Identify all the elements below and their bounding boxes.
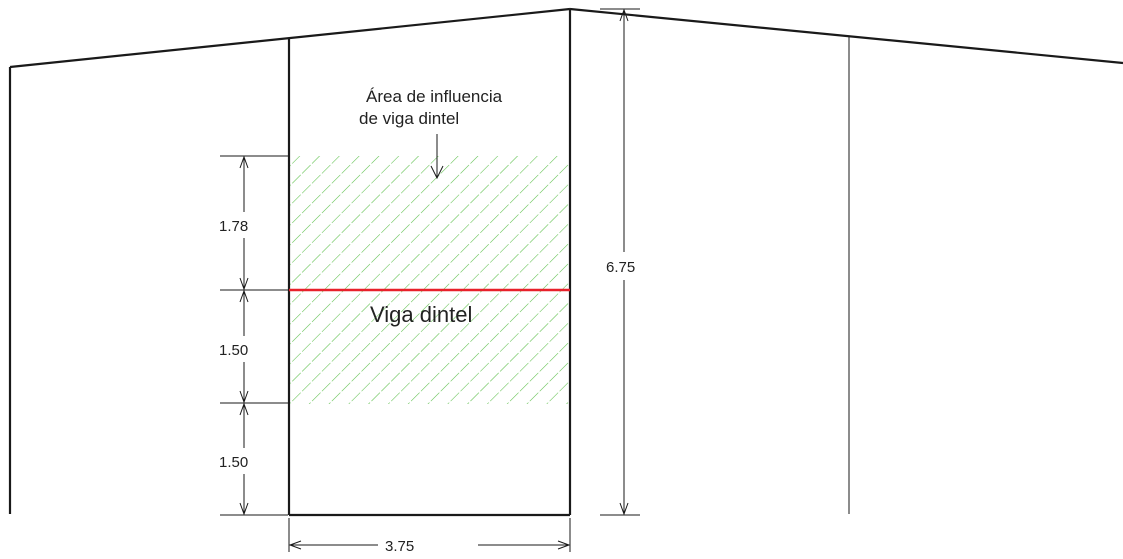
building-frame	[8, 7, 1123, 514]
dim-lower-tributary: 1.50	[219, 342, 248, 359]
influence-area-hatch	[290, 156, 569, 404]
bay-width-dimension	[288, 518, 571, 552]
annotation-arrow-icon	[430, 134, 444, 180]
total-height-dimension	[600, 8, 640, 516]
annotation-line-1: Área de influencia	[366, 87, 503, 106]
dim-total-height: 6.75	[606, 259, 635, 276]
central-bay	[287, 9, 572, 517]
dim-upper-tributary: 1.78	[219, 218, 248, 235]
beam-label: Viga dintel	[370, 302, 472, 327]
dim-base-to-lower: 1.50	[219, 454, 248, 471]
left-dimension-chain	[220, 155, 288, 516]
annotation-line-2: de viga dintel	[359, 109, 459, 128]
roof-right-slope	[569, 7, 1123, 65]
dim-bay-width: 3.75	[385, 538, 414, 555]
